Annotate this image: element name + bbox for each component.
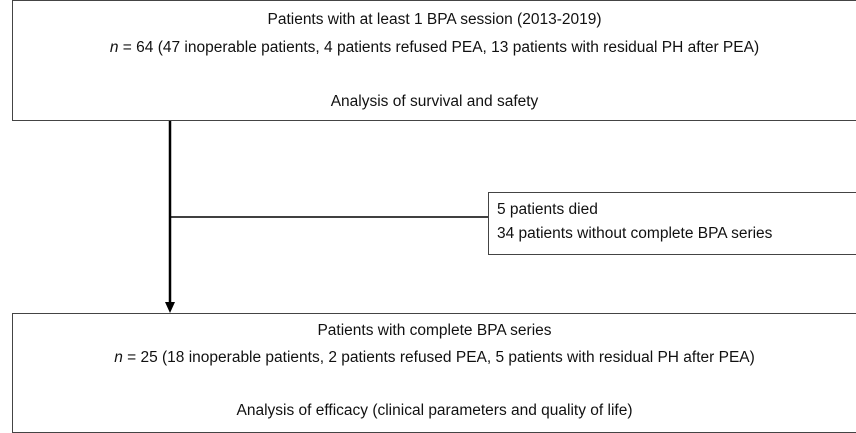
exclusion-line: 5 patients died [497,201,598,218]
n-symbol: n [114,349,123,366]
exclusion-box: 5 patients died 34 patients without comp… [488,192,856,255]
bottom-box: Patients with complete BPA series n = 25… [12,313,856,433]
arrow-head [165,302,175,313]
top-analysis: Analysis of survival and safety [330,93,539,110]
n-symbol: n [109,39,119,56]
bottom-title: Patients with complete BPA series [317,322,552,339]
top-title: Patients with at least 1 BPA session (20… [267,11,602,28]
bottom-analysis: Analysis of efficacy (clinical parameter… [236,402,633,419]
count-text: = 25 (18 inoperable patients, 2 patients… [122,349,755,366]
bottom-count: n = 25 (18 inoperable patients, 2 patien… [13,349,856,367]
exclusion-line: 34 patients without complete BPA series [497,225,773,242]
top-count: n = 64 (47 inoperable patients, 4 patien… [13,39,856,57]
top-box: Patients with at least 1 BPA session (20… [12,0,856,121]
count-text: = 64 (47 inoperable patients, 4 patients… [118,39,760,56]
